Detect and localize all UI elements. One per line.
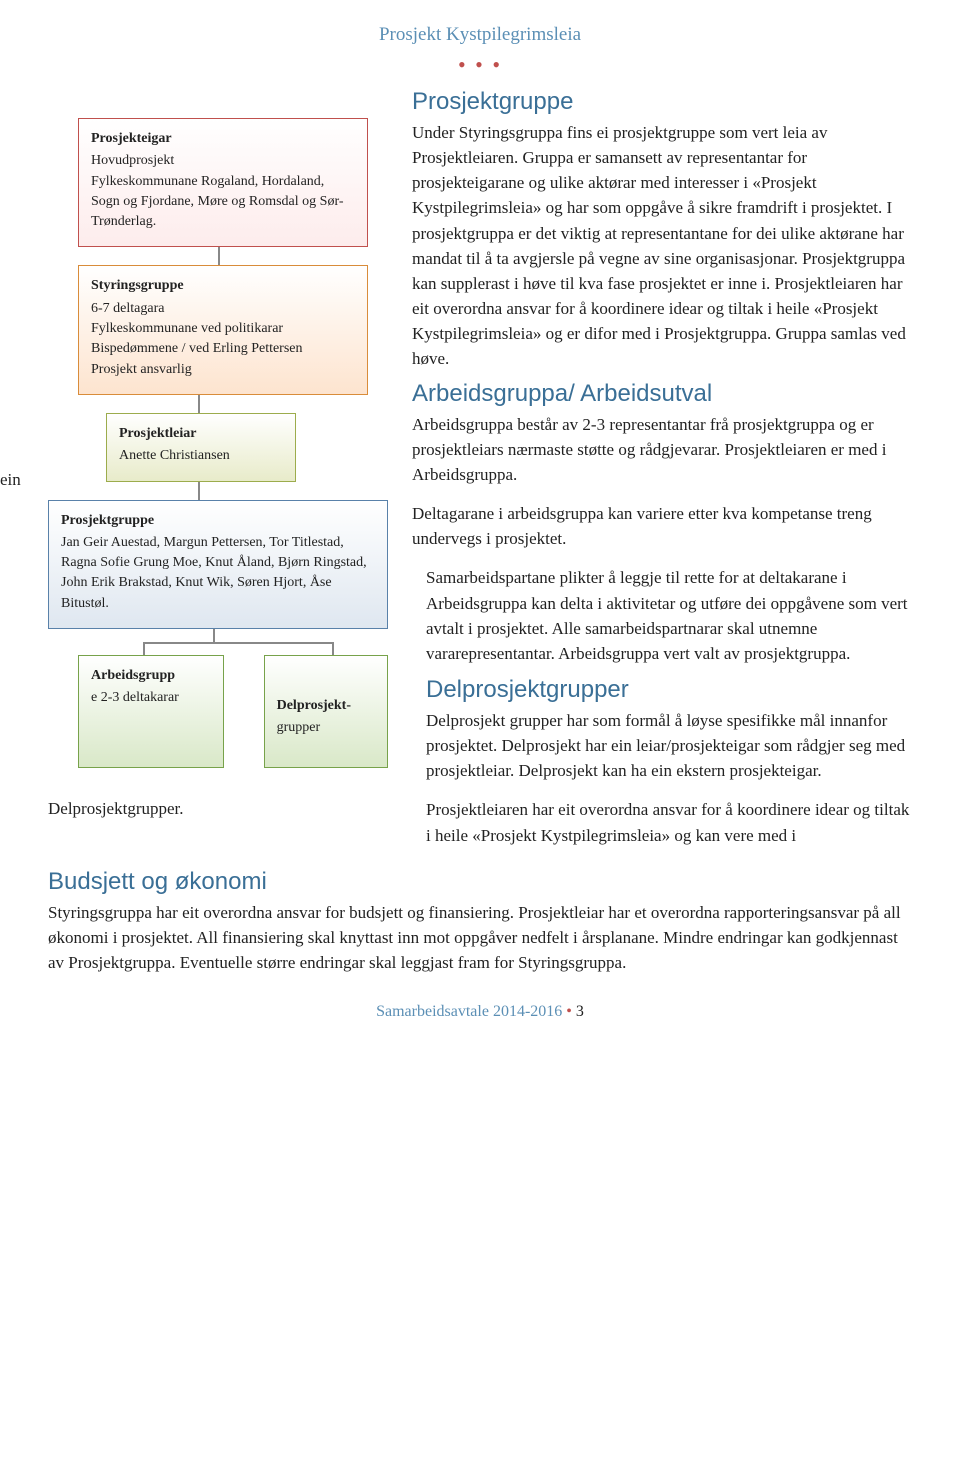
box-arbeidsgruppe-body: e 2-3 deltakarar bbox=[91, 688, 211, 708]
heading-arbeidsgruppa: Arbeidsgruppa/ Arbeidsutval bbox=[412, 380, 912, 408]
footer-bullet: • bbox=[566, 1003, 576, 1020]
box-styringsgruppe-title: Styringsgruppe bbox=[91, 276, 355, 296]
box-prosjektleiar-title: Prosjektleiar bbox=[119, 424, 283, 444]
para-delprosjekt-2: Prosjektleiaren har eit overordna ansvar… bbox=[426, 797, 912, 847]
para-delprosjekt-1: Delprosjekt grupper har som formål å løy… bbox=[426, 708, 912, 783]
page-footer: Samarbeidsavtale 2014-2016 • 3 bbox=[48, 1003, 912, 1021]
para-arbeidsgruppa-2: Deltagarane i arbeidsgruppa kan variere … bbox=[412, 501, 912, 551]
budsjett-section: Budsjett og økonomi Styringsgruppa har e… bbox=[48, 868, 912, 975]
page-header-title: Prosjekt Kystpilegrimsleia bbox=[48, 24, 912, 46]
heading-prosjektgruppe: Prosjektgruppe bbox=[412, 88, 912, 116]
box-delprosjekt-body: grupper bbox=[277, 718, 375, 738]
footer-page-number: 3 bbox=[576, 1003, 584, 1020]
ein-label: ein bbox=[0, 470, 21, 490]
heading-budsjett: Budsjett og økonomi bbox=[48, 868, 912, 896]
heading-delprosjekt: Delprosjektgrupper bbox=[426, 676, 912, 704]
box-prosjektleiar: Prosjektleiar Anette Christiansen bbox=[106, 413, 296, 482]
box-styringsgruppe-body: 6-7 deltagara Fylkeskommunane ved politi… bbox=[91, 299, 355, 380]
para-arbeidsgruppa-3: Samarbeidspartane plikter å leggje til r… bbox=[426, 565, 912, 666]
header-dots: • • • bbox=[48, 52, 912, 78]
box-styringsgruppe: Styringsgruppe 6-7 deltagara Fylkeskommu… bbox=[78, 265, 368, 394]
para-prosjektgruppe: Under Styringsgruppa fins ei prosjektgru… bbox=[412, 120, 912, 372]
box-delprosjekt-title: Delprosjekt- bbox=[277, 696, 375, 716]
box-prosjektgruppe: Prosjektgruppe Jan Geir Auestad, Margun … bbox=[48, 500, 388, 629]
connector-branch bbox=[48, 629, 388, 655]
footer-text: Samarbeidsavtale 2014-2016 bbox=[376, 1003, 562, 1020]
box-delprosjekt: Delprosjekt- grupper bbox=[264, 655, 388, 768]
box-arbeidsgruppe-title: Arbeidsgrupp bbox=[91, 666, 211, 686]
connector bbox=[198, 395, 200, 413]
delproj-trailing-word: Delprosjektgrupper. bbox=[48, 796, 388, 821]
org-chart-column: ein Prosjekteigar Hovudprosjekt Fylkesko… bbox=[48, 88, 388, 848]
box-prosjekteigar: Prosjekteigar Hovudprosjekt Fylkeskommun… bbox=[78, 118, 368, 247]
para-arbeidsgruppa-1: Arbeidsgruppa består av 2-3 representant… bbox=[412, 412, 912, 487]
connector bbox=[218, 247, 220, 265]
connector bbox=[198, 482, 200, 500]
body-text-column: Prosjektgruppe Under Styringsgruppa fins… bbox=[412, 88, 912, 848]
box-arbeidsgruppe: Arbeidsgrupp e 2-3 deltakarar bbox=[78, 655, 224, 768]
bottom-box-row: Arbeidsgrupp e 2-3 deltakarar Delprosjek… bbox=[78, 655, 388, 768]
para-budsjett: Styringsgruppa har eit overordna ansvar … bbox=[48, 900, 912, 975]
box-prosjektgruppe-title: Prosjektgruppe bbox=[61, 511, 375, 531]
box-prosjekteigar-body: Hovudprosjekt Fylkeskommunane Rogaland, … bbox=[91, 151, 355, 232]
box-prosjekteigar-title: Prosjekteigar bbox=[91, 129, 355, 149]
main-two-column: ein Prosjekteigar Hovudprosjekt Fylkesko… bbox=[48, 88, 912, 848]
box-prosjektgruppe-body: Jan Geir Auestad, Margun Pettersen, Tor … bbox=[61, 533, 375, 614]
box-prosjektleiar-body: Anette Christiansen bbox=[119, 446, 283, 466]
